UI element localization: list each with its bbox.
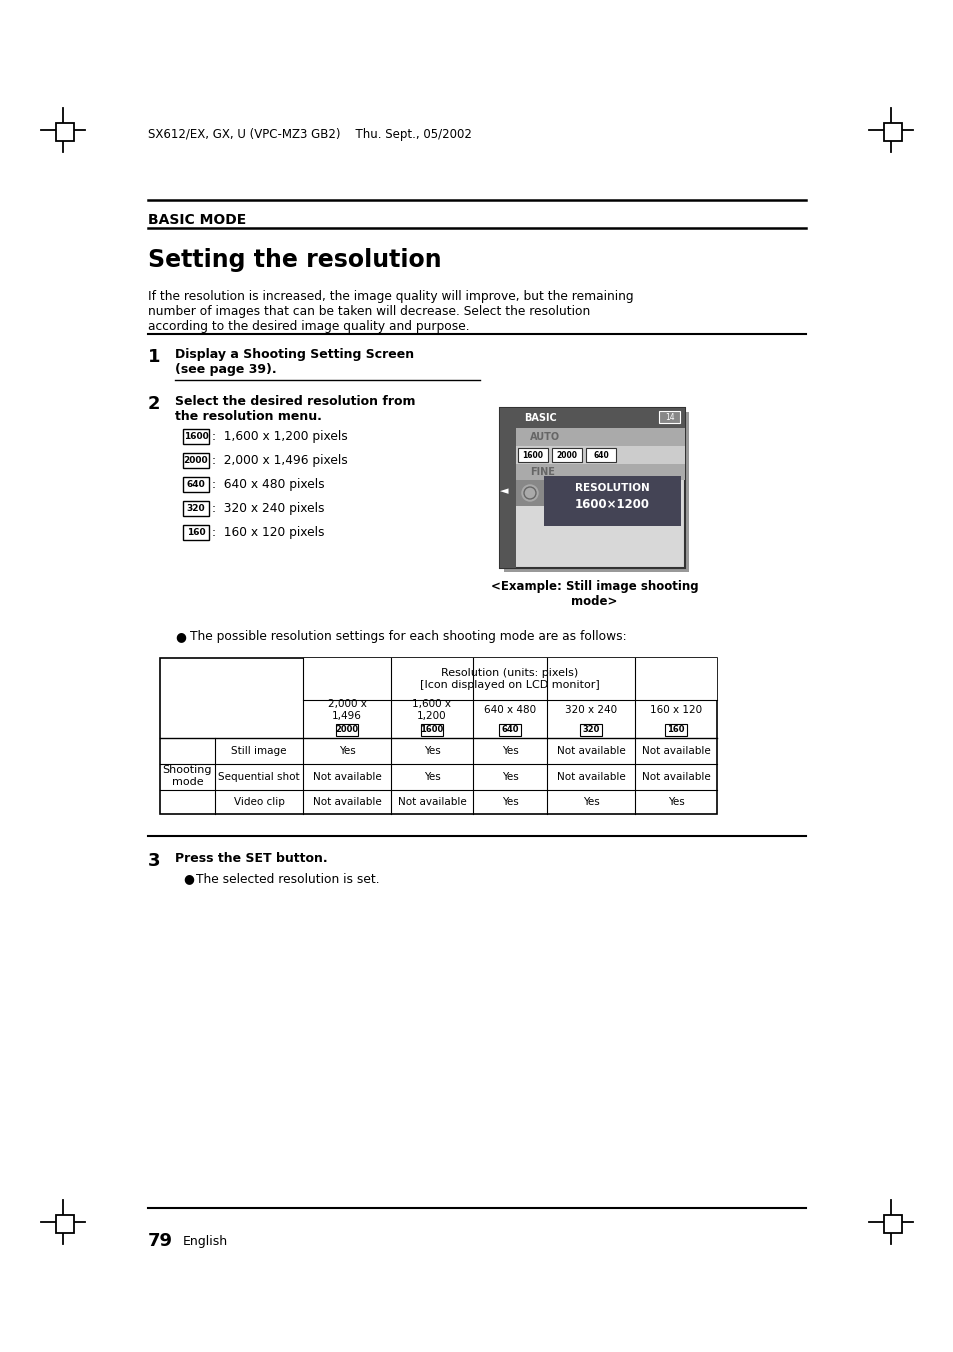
Text: BASIC MODE: BASIC MODE bbox=[148, 214, 246, 227]
Bar bbox=[183, 453, 209, 468]
Bar bbox=[552, 448, 581, 462]
Bar bbox=[183, 525, 209, 539]
Text: 2: 2 bbox=[148, 395, 160, 412]
Bar bbox=[883, 1215, 901, 1233]
Text: Setting the resolution: Setting the resolution bbox=[148, 247, 441, 272]
Text: English: English bbox=[183, 1234, 228, 1248]
Text: :  320 x 240 pixels: : 320 x 240 pixels bbox=[212, 502, 324, 515]
Text: Not available: Not available bbox=[641, 772, 710, 781]
Text: 640: 640 bbox=[187, 480, 205, 489]
Text: 2000: 2000 bbox=[184, 456, 208, 465]
Bar bbox=[516, 429, 684, 446]
Text: 2000: 2000 bbox=[556, 450, 577, 460]
Text: SX612/EX, GX, U (VPC-MZ3 GB2)    Thu. Sept., 05/2002: SX612/EX, GX, U (VPC-MZ3 GB2) Thu. Sept.… bbox=[148, 128, 472, 141]
Bar bbox=[420, 725, 442, 735]
Text: Yes: Yes bbox=[338, 746, 355, 756]
Circle shape bbox=[521, 485, 537, 502]
Text: The selected resolution is set.: The selected resolution is set. bbox=[195, 873, 379, 886]
Text: Yes: Yes bbox=[423, 746, 440, 756]
Text: Sequential shot: Sequential shot bbox=[218, 772, 299, 781]
Text: 1600: 1600 bbox=[522, 450, 543, 460]
Text: Yes: Yes bbox=[582, 796, 598, 807]
Bar bbox=[56, 1215, 74, 1233]
Text: 1600: 1600 bbox=[183, 433, 208, 441]
Text: 14: 14 bbox=[664, 412, 674, 422]
Text: :  1,600 x 1,200 pixels: : 1,600 x 1,200 pixels bbox=[212, 430, 348, 443]
Text: Not available: Not available bbox=[556, 772, 625, 781]
Text: ●: ● bbox=[183, 872, 193, 886]
Bar bbox=[183, 477, 209, 492]
Text: :  2,000 x 1,496 pixels: : 2,000 x 1,496 pixels bbox=[212, 454, 348, 466]
Text: 320: 320 bbox=[187, 504, 205, 512]
Bar bbox=[335, 725, 357, 735]
Bar bbox=[579, 725, 601, 735]
Text: AUTO: AUTO bbox=[530, 433, 559, 442]
Text: 160 x 120: 160 x 120 bbox=[649, 704, 701, 715]
Text: ●: ● bbox=[174, 630, 186, 644]
Bar bbox=[303, 658, 717, 700]
Text: Still image: Still image bbox=[231, 746, 287, 756]
Bar bbox=[543, 476, 680, 526]
Text: 320 x 240: 320 x 240 bbox=[564, 704, 617, 715]
Text: 2,000 x
1,496: 2,000 x 1,496 bbox=[327, 699, 366, 721]
Bar bbox=[517, 448, 547, 462]
Text: ◄: ◄ bbox=[499, 485, 508, 496]
Text: Yes: Yes bbox=[501, 772, 517, 781]
Bar bbox=[499, 408, 684, 568]
Text: 640: 640 bbox=[500, 726, 518, 734]
Text: Not available: Not available bbox=[641, 746, 710, 756]
Text: Press the SET button.: Press the SET button. bbox=[174, 852, 327, 865]
Bar bbox=[659, 411, 679, 423]
Bar bbox=[516, 446, 684, 464]
Text: 1: 1 bbox=[148, 347, 160, 366]
Text: 1,600 x
1,200: 1,600 x 1,200 bbox=[412, 699, 451, 721]
Text: Select the desired resolution from
the resolution menu.: Select the desired resolution from the r… bbox=[174, 395, 416, 423]
Text: 640: 640 bbox=[593, 450, 608, 460]
Bar bbox=[585, 448, 616, 462]
Bar bbox=[56, 123, 74, 141]
Bar bbox=[516, 408, 684, 429]
Text: Not available: Not available bbox=[397, 796, 466, 807]
Text: Not available: Not available bbox=[556, 746, 625, 756]
Text: BASIC: BASIC bbox=[523, 412, 557, 423]
Bar bbox=[498, 725, 520, 735]
Text: If the resolution is increased, the image quality will improve, but the remainin: If the resolution is increased, the imag… bbox=[148, 289, 633, 333]
Text: 2000: 2000 bbox=[335, 726, 358, 734]
Text: 1600: 1600 bbox=[420, 726, 443, 734]
Bar bbox=[664, 725, 686, 735]
Text: 79: 79 bbox=[148, 1232, 172, 1251]
Text: Yes: Yes bbox=[667, 796, 683, 807]
Text: Yes: Yes bbox=[423, 772, 440, 781]
Text: Shooting
mode: Shooting mode bbox=[163, 765, 212, 787]
Text: RESOLUTION: RESOLUTION bbox=[575, 483, 649, 493]
Bar bbox=[183, 502, 209, 516]
Text: <Example: Still image shooting
mode>: <Example: Still image shooting mode> bbox=[490, 580, 698, 608]
Text: 160: 160 bbox=[666, 726, 684, 734]
Text: 3: 3 bbox=[148, 852, 160, 869]
Text: Yes: Yes bbox=[501, 796, 517, 807]
Bar bbox=[883, 123, 901, 141]
Text: 160: 160 bbox=[187, 529, 205, 537]
Text: Resolution (units: pixels)
[Icon displayed on LCD monitor]: Resolution (units: pixels) [Icon display… bbox=[419, 668, 599, 690]
Text: FINE: FINE bbox=[530, 466, 555, 477]
Bar bbox=[160, 658, 717, 814]
Text: Not available: Not available bbox=[313, 772, 381, 781]
Text: :  160 x 120 pixels: : 160 x 120 pixels bbox=[212, 526, 324, 539]
Text: Video clip: Video clip bbox=[233, 796, 284, 807]
Text: Not available: Not available bbox=[313, 796, 381, 807]
Text: :  640 x 480 pixels: : 640 x 480 pixels bbox=[212, 479, 324, 491]
Bar bbox=[503, 412, 688, 572]
Text: 320: 320 bbox=[581, 726, 599, 734]
Text: 1600×1200: 1600×1200 bbox=[575, 499, 649, 511]
Bar bbox=[516, 480, 543, 506]
Text: Yes: Yes bbox=[501, 746, 517, 756]
Text: 640 x 480: 640 x 480 bbox=[483, 704, 536, 715]
Bar bbox=[183, 429, 209, 443]
Text: Display a Shooting Setting Screen
(see page 39).: Display a Shooting Setting Screen (see p… bbox=[174, 347, 414, 376]
Text: The possible resolution settings for each shooting mode are as follows:: The possible resolution settings for eac… bbox=[190, 630, 626, 644]
Bar bbox=[499, 408, 516, 568]
Bar bbox=[516, 464, 684, 480]
